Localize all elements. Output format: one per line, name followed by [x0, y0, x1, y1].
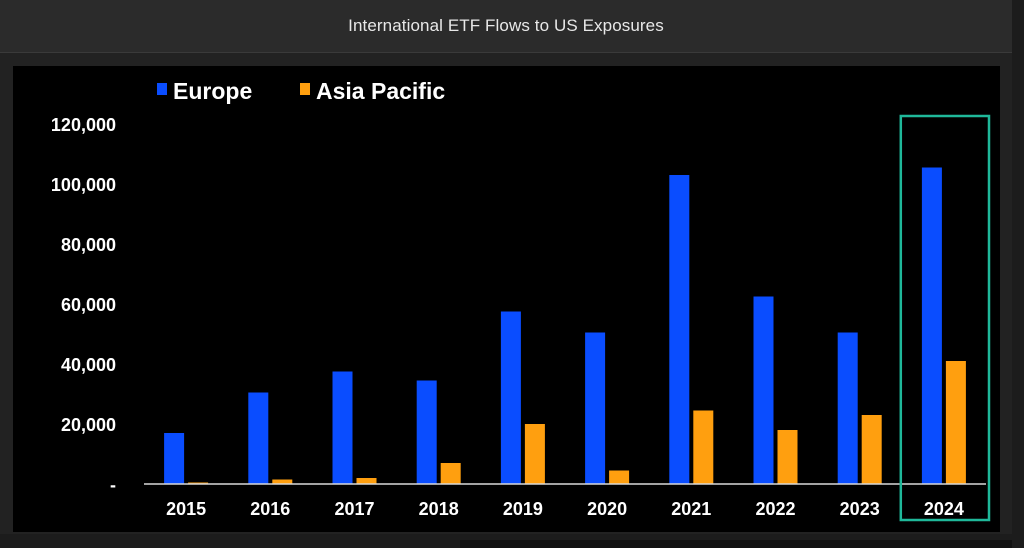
legend-swatch-asia-pacific	[300, 83, 310, 95]
window-title: International ETF Flows to US Exposures	[0, 0, 1012, 53]
x-tick-label: 2019	[503, 499, 543, 519]
legend-swatch-europe	[157, 83, 167, 95]
y-tick-label: 120,000	[51, 115, 116, 135]
bar-europe-2016	[248, 392, 269, 484]
y-axis: - 20,000 40,000 60,000 80,000 100,000 120,000	[51, 115, 116, 495]
bar-europe-2018	[416, 380, 437, 484]
bar-asia-pacific-2022	[777, 430, 798, 484]
legend-label-europe: Europe	[173, 78, 252, 104]
bar-europe-2024	[921, 167, 942, 484]
bottom-border	[0, 534, 1012, 548]
y-tick-label: 40,000	[61, 355, 116, 375]
bar-chart: Europe Asia Pacific - 20,000 40,000 60,000 80…	[51, 78, 991, 522]
x-tick-label: 2024	[924, 499, 964, 519]
highlight-box-layer	[899, 114, 991, 522]
x-axis: 2015 2016 2017 2018 2019 2020 2021 2022 2023 2024	[144, 483, 986, 519]
bar-asia-pacific-2020	[609, 470, 630, 484]
y-tick-label: 20,000	[61, 415, 116, 435]
x-tick-label: 2020	[587, 499, 627, 519]
y-tick-label: -	[110, 475, 116, 495]
bar-europe-2021	[669, 175, 690, 484]
bar-asia-pacific-2016	[272, 479, 293, 484]
x-tick-label: 2016	[250, 499, 290, 519]
y-tick-label: 80,000	[61, 235, 116, 255]
side-border	[1012, 0, 1024, 548]
bar-asia-pacific-2019	[524, 424, 545, 484]
bar-europe-2017	[332, 371, 353, 484]
bars	[164, 167, 966, 484]
x-tick-label: 2021	[671, 499, 711, 519]
bottom-border-segment	[460, 540, 1012, 548]
legend-label-asia-pacific: Asia Pacific	[316, 78, 445, 104]
x-tick-label: 2015	[166, 499, 206, 519]
bar-asia-pacific-2024	[945, 361, 966, 484]
chart-panel: Europe Asia Pacific - 20,000 40,000 60,000 80…	[13, 66, 1000, 532]
bar-asia-pacific-2023	[861, 415, 882, 484]
x-tick-label: 2018	[419, 499, 459, 519]
bar-europe-2015	[164, 433, 185, 484]
y-tick-label: 100,000	[51, 175, 116, 195]
bar-europe-2019	[500, 311, 521, 484]
bar-europe-2020	[585, 332, 606, 484]
legend: Europe Asia Pacific	[157, 78, 445, 104]
x-tick-label: 2023	[840, 499, 880, 519]
highlight-box	[899, 114, 991, 522]
x-tick-label: 2022	[755, 499, 795, 519]
bar-europe-2022	[753, 296, 774, 484]
x-tick-label: 2017	[334, 499, 374, 519]
bar-asia-pacific-2017	[356, 478, 377, 484]
bar-asia-pacific-2018	[440, 463, 461, 484]
bar-europe-2023	[837, 332, 858, 484]
bar-asia-pacific-2021	[693, 410, 714, 484]
y-tick-label: 60,000	[61, 295, 116, 315]
